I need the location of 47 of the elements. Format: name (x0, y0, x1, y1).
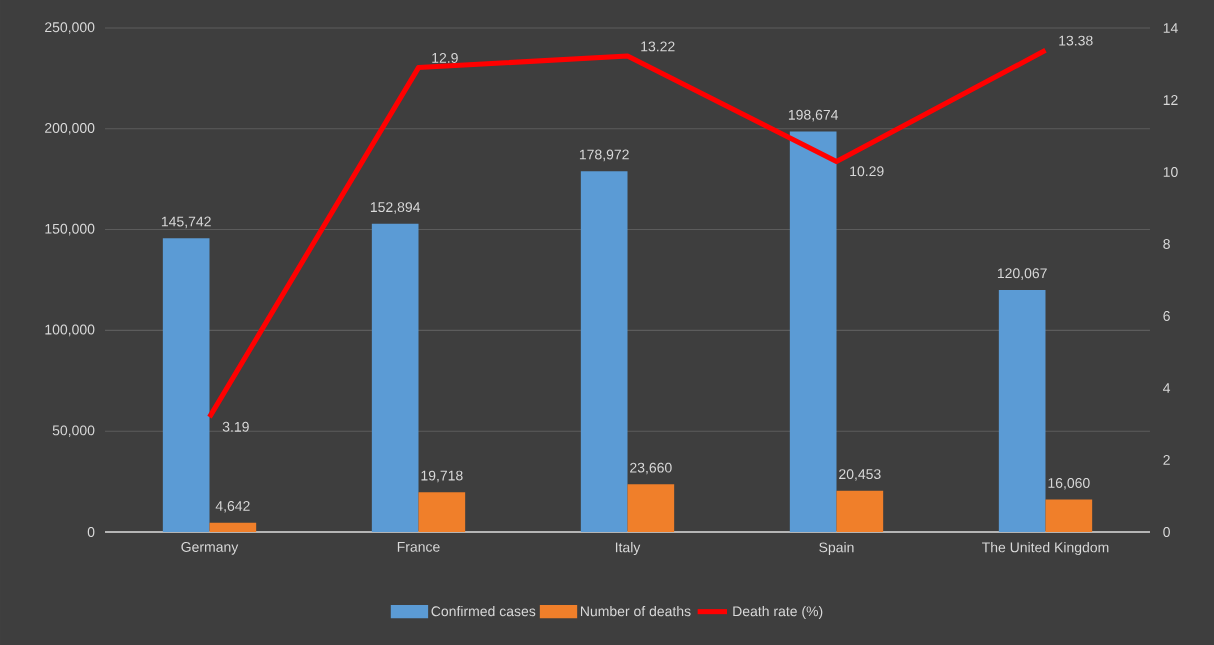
data-label: 16,060 (1048, 478, 1090, 490)
bar (627, 484, 675, 532)
x-tick-label: Germany (181, 542, 239, 555)
y2-tick-label: 14 (1163, 23, 1178, 33)
bar (418, 492, 466, 532)
bar (371, 223, 419, 532)
data-label: 20,453 (839, 469, 881, 481)
y2-tick-label: 2 (1163, 455, 1170, 465)
data-label: 13.38 (1059, 35, 1093, 46)
x-tick-label: Spain (819, 542, 854, 556)
data-label: 152,894 (370, 202, 421, 214)
data-label: 120,067 (997, 268, 1047, 280)
data-label: 4,642 (215, 501, 250, 513)
data-label: 19,718 (421, 470, 463, 483)
y-tick-label: 100,000 (45, 324, 95, 337)
bar (1045, 499, 1093, 532)
bar (789, 131, 837, 532)
y-tick-label: 50,000 (52, 425, 95, 437)
y2-tick-label: 12 (1163, 95, 1178, 105)
y2-tick-label: 0 (1163, 527, 1170, 537)
data-label: 178,972 (579, 149, 629, 162)
data-label: 198,674 (788, 109, 839, 122)
legend-label: Confirmed cases (431, 605, 536, 617)
y2-tick-label: 10 (1163, 167, 1178, 177)
data-label: 13.22 (641, 41, 675, 52)
data-label: 3.19 (222, 421, 249, 432)
y2-tick-label: 4 (1163, 383, 1171, 393)
bar (998, 289, 1046, 532)
y-tick-label: 200,000 (45, 123, 95, 135)
y2-tick-label: 6 (1163, 311, 1170, 321)
data-label: 23,660 (630, 462, 672, 475)
y-tick-label: 150,000 (45, 223, 95, 236)
bar (836, 490, 884, 532)
y2-tick-label: 8 (1163, 239, 1170, 249)
bar (580, 171, 628, 532)
legend-label: Death rate (%) (733, 605, 823, 619)
x-tick-label: France (397, 542, 440, 552)
y-tick-label: 0 (87, 527, 95, 537)
data-label: 145,742 (161, 216, 211, 229)
data-label: 12.9 (432, 52, 458, 63)
legend-label: Number of deaths (580, 605, 691, 617)
data-label: 10.29 (850, 166, 884, 177)
bar (162, 238, 210, 532)
y-tick-label: 250,000 (45, 22, 95, 34)
bar (209, 522, 257, 532)
x-tick-label: Italy (615, 542, 641, 556)
x-tick-label: The United Kingdom (982, 542, 1109, 556)
